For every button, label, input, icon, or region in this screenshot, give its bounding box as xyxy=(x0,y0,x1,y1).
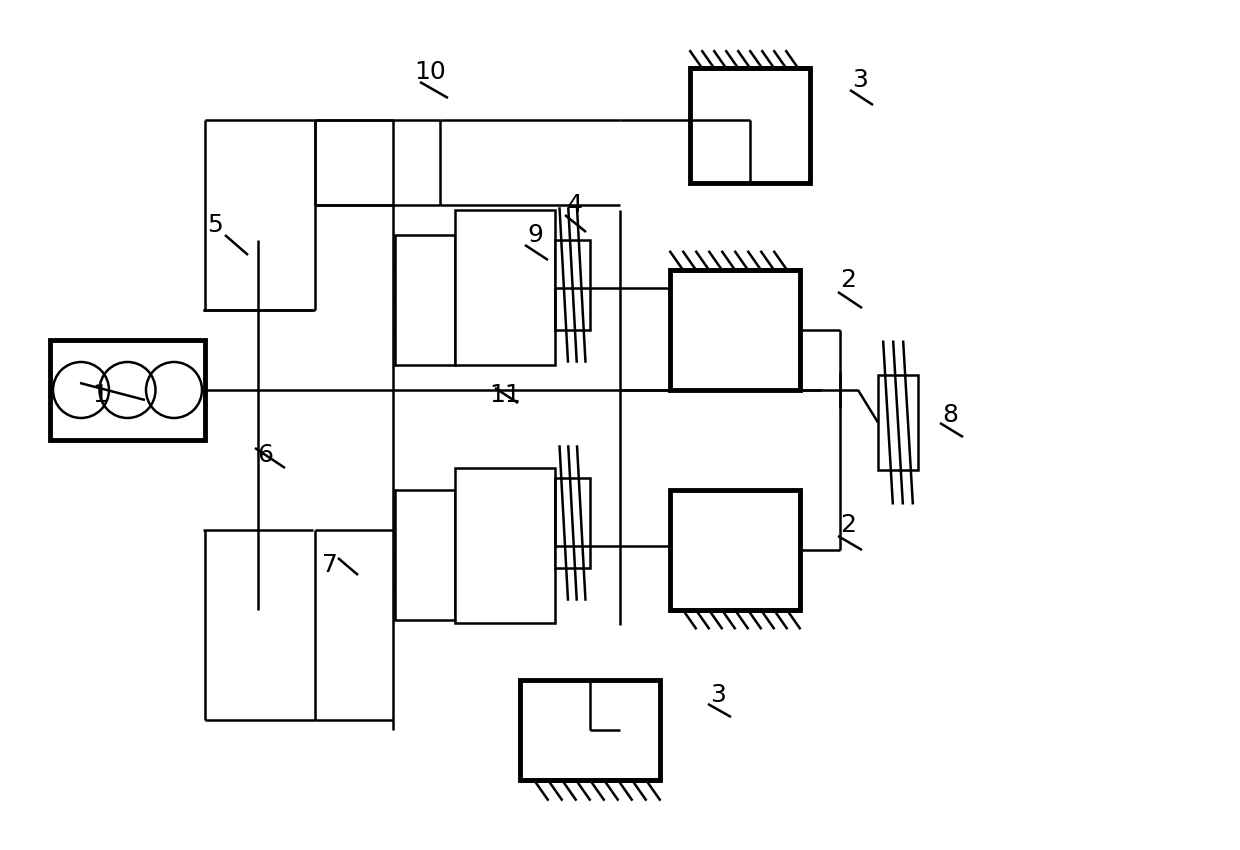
Bar xyxy=(878,375,918,470)
Text: 2: 2 xyxy=(839,513,856,537)
Bar xyxy=(455,210,556,365)
Text: 3: 3 xyxy=(852,68,868,92)
Bar xyxy=(556,240,590,330)
Text: 11: 11 xyxy=(489,383,521,407)
Text: 10: 10 xyxy=(414,60,446,84)
Bar xyxy=(670,490,800,610)
Text: 8: 8 xyxy=(942,403,959,427)
Bar xyxy=(455,468,556,623)
Text: 7: 7 xyxy=(322,553,339,577)
Bar xyxy=(520,680,660,780)
Text: 3: 3 xyxy=(711,683,725,707)
Text: 1: 1 xyxy=(92,383,108,407)
Text: 9: 9 xyxy=(527,223,543,247)
Bar xyxy=(689,68,810,183)
Text: 4: 4 xyxy=(567,193,583,217)
Text: 2: 2 xyxy=(839,268,856,292)
Bar xyxy=(556,478,590,568)
Bar xyxy=(396,490,455,620)
Text: 5: 5 xyxy=(207,213,223,237)
Text: 6: 6 xyxy=(257,443,273,467)
Bar xyxy=(50,340,205,440)
Bar xyxy=(396,235,455,365)
Bar xyxy=(670,270,800,390)
